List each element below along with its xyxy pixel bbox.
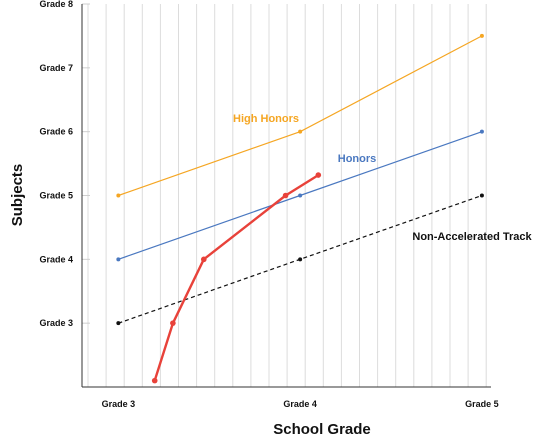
y-tick-label: Grade 3 xyxy=(39,318,73,328)
data-point xyxy=(116,257,121,262)
x-tick-label: Grade 4 xyxy=(283,399,317,409)
x-axis-title: School Grade xyxy=(273,421,371,438)
data-point xyxy=(170,320,176,326)
data-point xyxy=(479,129,484,134)
series-labels: High Honors Honors Non-Accelerated Track xyxy=(233,113,532,243)
data-point xyxy=(298,193,303,198)
y-tick-label: Grade 7 xyxy=(39,63,73,73)
data-point xyxy=(282,192,289,199)
y-tick-label: Grade 8 xyxy=(39,0,73,9)
data-point xyxy=(298,257,303,262)
data-point xyxy=(479,193,484,198)
series-label: Non-Accelerated Track xyxy=(412,231,532,243)
axes: Grade 3 Grade 4 Grade 5 Grade 6 Grade 7 Grade… xyxy=(39,0,498,409)
series-line xyxy=(118,35,483,197)
data-point xyxy=(479,33,484,38)
y-tick-label: Grade 4 xyxy=(39,254,73,264)
data-point xyxy=(200,256,207,263)
data-point xyxy=(116,193,121,198)
series-line xyxy=(153,174,319,381)
series-label: Honors xyxy=(338,153,377,165)
data-point xyxy=(116,321,121,326)
y-tick-label: Grade 5 xyxy=(39,191,73,201)
grid xyxy=(82,3,487,387)
series-label: High Honors xyxy=(233,113,299,125)
x-tick-label: Grade 3 xyxy=(102,399,136,409)
data-point xyxy=(298,129,303,134)
x-tick-label: Grade 5 xyxy=(465,399,499,409)
y-axis-title: Subjects xyxy=(9,164,26,227)
data-point xyxy=(315,172,322,178)
data-point xyxy=(151,377,158,384)
series-layer xyxy=(116,33,484,384)
y-tick-label: Grade 6 xyxy=(39,127,73,137)
